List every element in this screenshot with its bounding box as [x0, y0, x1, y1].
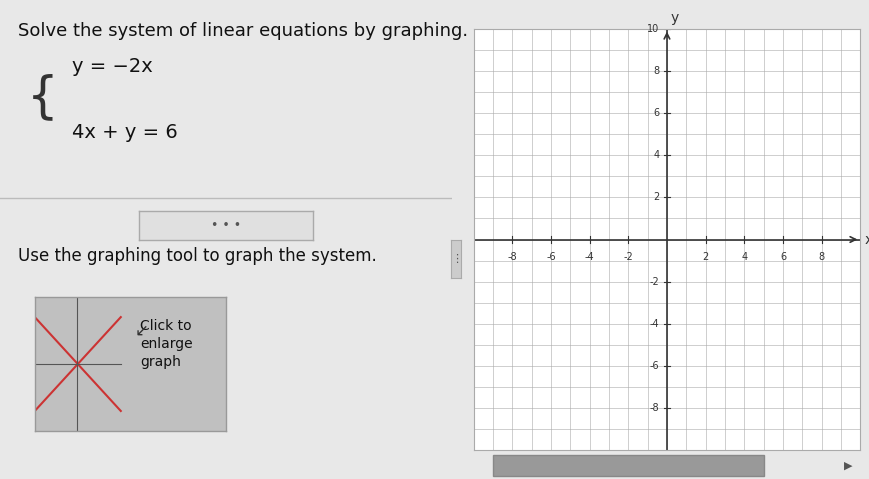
Text: 2: 2	[653, 193, 660, 202]
Text: 6: 6	[779, 252, 786, 262]
Text: 10: 10	[647, 24, 660, 34]
Text: -8: -8	[650, 403, 660, 413]
Text: ↙: ↙	[134, 321, 148, 340]
Text: 4x + y = 6: 4x + y = 6	[72, 123, 178, 142]
Bar	[493, 455, 764, 476]
Text: -4: -4	[650, 319, 660, 329]
Text: -8: -8	[507, 252, 517, 262]
Text: ⋮: ⋮	[451, 254, 461, 263]
Text: x: x	[864, 232, 869, 247]
Text: 2: 2	[702, 252, 709, 262]
Text: -6: -6	[546, 252, 556, 262]
Text: Use the graphing tool to graph the system.: Use the graphing tool to graph the syste…	[18, 247, 377, 265]
Text: y: y	[671, 11, 679, 24]
Text: -6: -6	[650, 361, 660, 371]
Text: 4: 4	[741, 252, 747, 262]
Text: Click to
enlarge
graph: Click to enlarge graph	[140, 319, 193, 369]
Text: 8: 8	[653, 66, 660, 76]
Text: y = −2x: y = −2x	[72, 57, 153, 76]
Text: 6: 6	[653, 108, 660, 118]
Text: -2: -2	[649, 277, 660, 286]
Text: ▶: ▶	[845, 461, 853, 471]
Text: Solve the system of linear equations by graphing.: Solve the system of linear equations by …	[18, 22, 468, 40]
Text: 4: 4	[653, 150, 660, 160]
Text: • • •: • • •	[211, 218, 241, 232]
Text: {: {	[27, 73, 59, 121]
Text: -4: -4	[585, 252, 594, 262]
Text: 8: 8	[819, 252, 825, 262]
Text: -2: -2	[623, 252, 634, 262]
